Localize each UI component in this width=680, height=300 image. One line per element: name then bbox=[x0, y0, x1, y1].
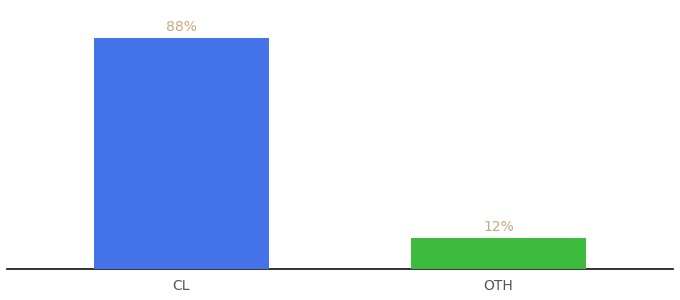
Bar bbox=[94, 38, 269, 269]
Text: 12%: 12% bbox=[483, 220, 514, 234]
Text: 88%: 88% bbox=[166, 20, 197, 34]
Bar bbox=[411, 238, 586, 269]
